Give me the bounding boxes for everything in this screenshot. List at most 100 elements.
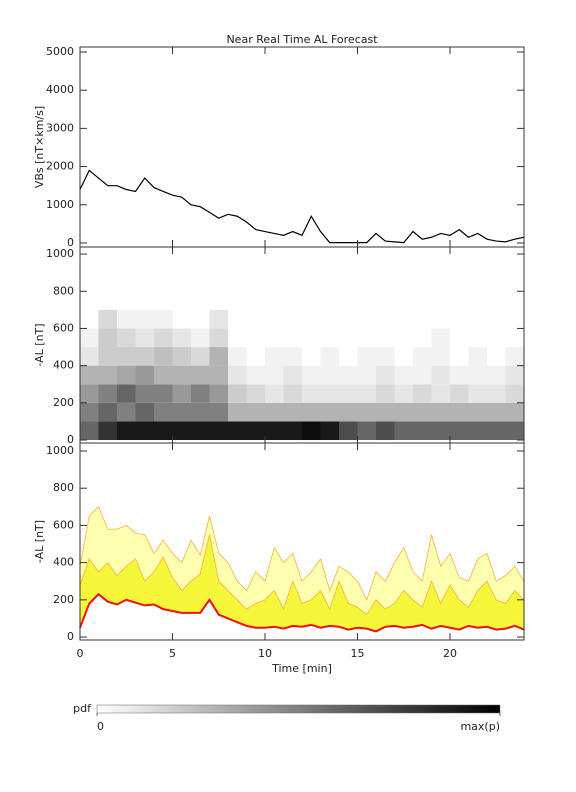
- pdf-cell: [357, 384, 376, 403]
- pdf-cell: [228, 347, 247, 366]
- pdf-cell: [357, 421, 376, 441]
- pdf-cell: [98, 328, 117, 348]
- pdf-cell: [487, 309, 506, 329]
- pdf-cell: [357, 347, 376, 366]
- colorbar-tick-label: 0: [97, 720, 104, 733]
- pdf-cell: [117, 365, 136, 385]
- pdf-cell: [505, 328, 524, 348]
- pdf-cell: [505, 309, 524, 329]
- y-tick-label: 600: [53, 518, 74, 531]
- pdf-cell: [487, 347, 506, 366]
- pdf-cell: [320, 347, 339, 366]
- pdf-cell: [302, 384, 321, 403]
- pdf-cell: [228, 421, 247, 441]
- pdf-cell: [154, 402, 173, 422]
- pdf-cell: [450, 402, 469, 422]
- pdf-cell: [339, 328, 358, 348]
- pdf-cell: [431, 309, 450, 329]
- x-tick-label: 15: [351, 647, 365, 660]
- y-tick-label: 800: [53, 481, 74, 494]
- pdf-cell: [394, 402, 413, 422]
- pdf-cell: [265, 309, 284, 329]
- pdf-cell: [209, 384, 228, 403]
- y-tick-label: 200: [53, 396, 74, 409]
- pdf-cell: [302, 365, 321, 385]
- pdf-cell: [117, 328, 136, 348]
- pdf-cell: [135, 365, 154, 385]
- pdf-cell: [80, 328, 99, 348]
- y-tick-label: 1000: [46, 247, 74, 260]
- pdf-cell: [154, 365, 173, 385]
- pdf-cell: [394, 309, 413, 329]
- pdf-cell: [228, 365, 247, 385]
- plot-frame: [79, 46, 525, 248]
- pdf-cell: [228, 309, 247, 329]
- pdf-cell: [246, 365, 265, 385]
- pdf-cell: [283, 309, 302, 329]
- pdf-cell: [246, 421, 265, 441]
- pdf-cell: [209, 402, 228, 422]
- pdf-cell: [80, 309, 99, 329]
- y-tick-label: 0: [67, 433, 74, 446]
- pdf-cell: [468, 328, 487, 348]
- pdf-cell: [191, 384, 210, 403]
- pdf-cell: [487, 384, 506, 403]
- pdf-cell: [172, 421, 191, 441]
- pdf-cell: [505, 384, 524, 403]
- pdf-cell: [357, 365, 376, 385]
- pdf-cell: [98, 384, 117, 403]
- pdf-cell: [191, 402, 210, 422]
- pdf-cell: [80, 384, 99, 403]
- pdf-cell: [209, 309, 228, 329]
- pdf-cell: [209, 421, 228, 441]
- pdf-cell: [135, 309, 154, 329]
- y-tick-label: 1000: [46, 444, 74, 457]
- pdf-cell: [431, 421, 450, 441]
- y-tick-label: 200: [53, 593, 74, 606]
- y-tick-label: 1000: [46, 198, 74, 211]
- pdf-cell: [339, 347, 358, 366]
- y-tick-label: 600: [53, 321, 74, 334]
- pdf-cell: [117, 347, 136, 366]
- pdf-cell: [302, 421, 321, 441]
- pdf-cell: [98, 309, 117, 329]
- pdf-cell: [431, 347, 450, 366]
- pdf-cell: [228, 384, 247, 403]
- pdf-cell: [431, 384, 450, 403]
- pdf-cell: [320, 421, 339, 441]
- y-axis-label: -AL [nT]: [33, 520, 46, 563]
- pdf-cell: [80, 365, 99, 385]
- pdf-cell: [431, 328, 450, 348]
- data-line: [79, 169, 525, 244]
- pdf-cell: [98, 347, 117, 366]
- colorbar-label: pdf: [73, 702, 92, 715]
- pdf-cell: [80, 347, 99, 366]
- pdf-cell: [450, 384, 469, 403]
- pdf-cell: [413, 365, 432, 385]
- pdf-cell: [413, 328, 432, 348]
- pdf-cell: [191, 365, 210, 385]
- pdf-cell: [376, 347, 395, 366]
- pdf-cell: [394, 384, 413, 403]
- pdf-cell: [154, 309, 173, 329]
- pdf-cell: [320, 384, 339, 403]
- pdf-cell: [302, 347, 321, 366]
- pdf-cell: [505, 402, 524, 422]
- pdf-cell: [431, 365, 450, 385]
- pdf-cell: [413, 421, 432, 441]
- pdf-cell: [376, 384, 395, 403]
- band-line: [79, 534, 525, 616]
- pdf-cell: [265, 384, 284, 403]
- pdf-cell: [98, 402, 117, 422]
- pdf-cell: [191, 309, 210, 329]
- pdf-cell: [339, 309, 358, 329]
- y-tick-label: 3000: [46, 121, 74, 134]
- x-tick-label: 5: [169, 647, 176, 660]
- pdf-cell: [357, 402, 376, 422]
- y-tick-label: 0: [67, 630, 74, 643]
- pdf-cell: [302, 309, 321, 329]
- pdf-cell: [468, 384, 487, 403]
- pdf-cell: [135, 328, 154, 348]
- pdf-cell: [154, 347, 173, 366]
- pdf-cell: [283, 365, 302, 385]
